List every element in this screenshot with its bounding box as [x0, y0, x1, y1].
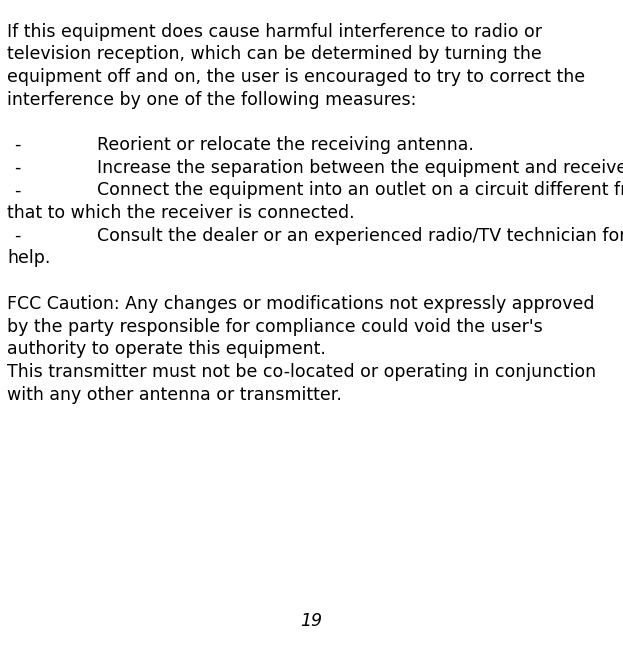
Text: Reorient or relocate the receiving antenna.: Reorient or relocate the receiving anten…: [97, 136, 473, 154]
Text: FCC Caution: Any changes or modifications not expressly approved: FCC Caution: Any changes or modification…: [7, 295, 595, 313]
Text: authority to operate this equipment.: authority to operate this equipment.: [7, 340, 326, 358]
Text: 19: 19: [300, 612, 323, 630]
Text: help.: help.: [7, 249, 51, 268]
Text: Consult the dealer or an experienced radio/TV technician for: Consult the dealer or an experienced rad…: [97, 227, 623, 245]
Text: interference by one of the following measures:: interference by one of the following mea…: [7, 91, 417, 109]
Text: -: -: [14, 136, 20, 154]
Text: -: -: [14, 159, 20, 177]
Text: by the party responsible for compliance could void the user's: by the party responsible for compliance …: [7, 318, 543, 336]
Text: -: -: [14, 181, 20, 200]
Text: This transmitter must not be co-located or operating in conjunction: This transmitter must not be co-located …: [7, 363, 597, 381]
Text: with any other antenna or transmitter.: with any other antenna or transmitter.: [7, 386, 343, 404]
Text: Increase the separation between the equipment and receiver.: Increase the separation between the equi…: [97, 159, 623, 177]
Text: that to which the receiver is connected.: that to which the receiver is connected.: [7, 204, 355, 222]
Text: -: -: [14, 227, 20, 245]
Text: television reception, which can be determined by turning the: television reception, which can be deter…: [7, 45, 542, 64]
Text: Connect the equipment into an outlet on a circuit different from: Connect the equipment into an outlet on …: [97, 181, 623, 200]
Text: If this equipment does cause harmful interference to radio or: If this equipment does cause harmful int…: [7, 23, 543, 41]
Text: equipment off and on, the user is encouraged to try to correct the: equipment off and on, the user is encour…: [7, 68, 586, 86]
